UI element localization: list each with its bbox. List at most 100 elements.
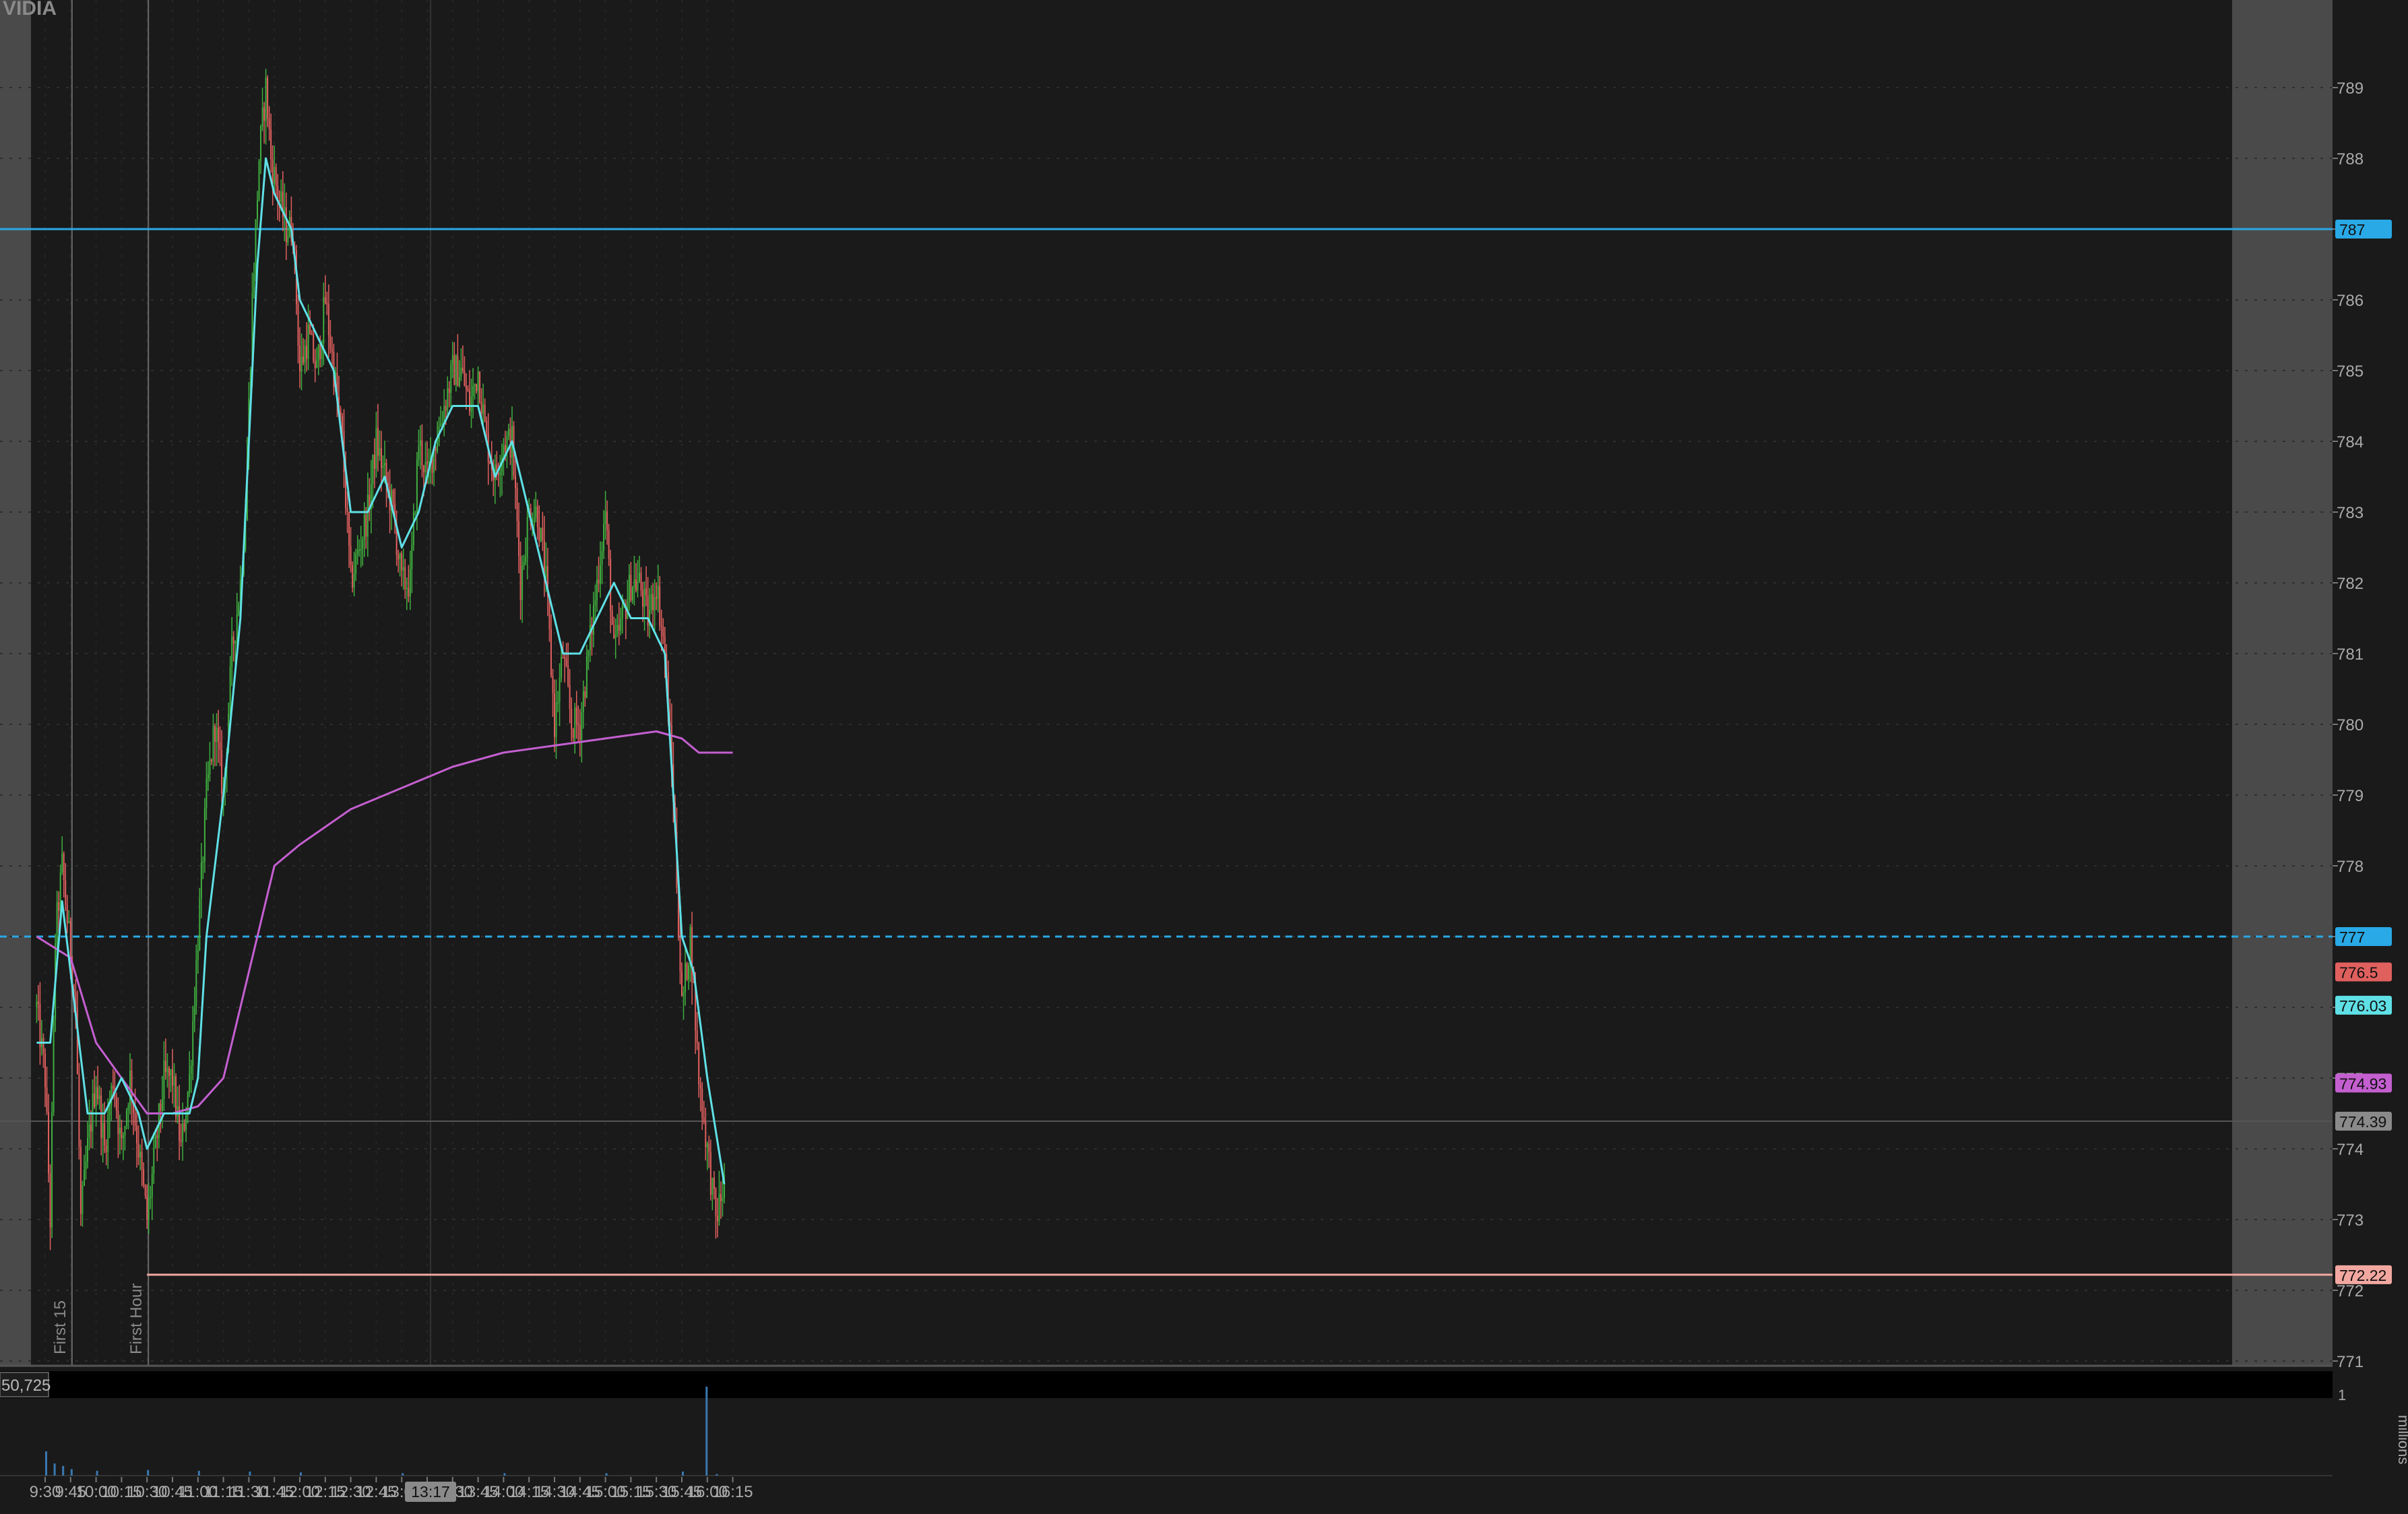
candle-body <box>546 566 548 597</box>
price-tick-label: 780 <box>2337 716 2364 734</box>
candle-body <box>97 1087 99 1099</box>
candle-body <box>122 1135 124 1139</box>
volume-bar <box>682 1472 684 1476</box>
candle-body <box>708 1143 710 1153</box>
candle-body <box>136 1125 138 1144</box>
vwap-line <box>36 730 733 1114</box>
volume-bar <box>96 1470 98 1476</box>
candle-body <box>470 396 472 412</box>
candle-body <box>596 579 598 601</box>
candle-body <box>239 579 241 606</box>
candle-body <box>193 1007 195 1022</box>
candle-body <box>419 440 421 446</box>
candle-body <box>484 404 486 421</box>
candle-body <box>166 1068 168 1073</box>
candle-body <box>71 963 73 990</box>
candle-body <box>125 1110 127 1127</box>
candle-body <box>65 880 67 905</box>
price-tags: 787 777 776.5 776.03 774.93 774.39 772.22 <box>2335 220 2392 1284</box>
candle-body <box>695 982 697 1031</box>
candle-body <box>348 511 350 546</box>
candle-body <box>722 1198 724 1201</box>
candle-body <box>175 1076 177 1117</box>
candle-body <box>180 1141 182 1143</box>
candle-body <box>277 185 279 201</box>
candle-body <box>183 1123 185 1131</box>
candle-body <box>245 519 247 550</box>
candle-body <box>268 118 270 130</box>
volume-bar <box>53 1463 56 1476</box>
candle-body <box>618 625 620 631</box>
candle-body <box>185 1115 187 1131</box>
candle-body <box>450 364 452 393</box>
candle-body <box>172 1069 173 1086</box>
candle-body <box>127 1105 129 1110</box>
candle-body <box>209 759 211 775</box>
candle-body <box>554 693 555 737</box>
candle-body <box>336 372 338 397</box>
time-tick-label: 10:00 <box>76 1483 117 1501</box>
candle-body <box>660 625 662 627</box>
candle-body <box>82 1185 84 1214</box>
candle-body <box>611 610 613 625</box>
candle-body <box>90 1124 92 1132</box>
candle-body <box>363 514 365 540</box>
candle-body <box>255 219 257 275</box>
candle-body <box>137 1143 139 1158</box>
candle-body <box>384 462 385 466</box>
candle-body <box>87 1138 88 1162</box>
candle-body <box>253 274 255 293</box>
time-tick-label: 12:15 <box>305 1483 346 1501</box>
candles <box>36 69 725 1251</box>
candle-body <box>100 1096 102 1138</box>
time-tick-label: 15:00 <box>585 1483 626 1501</box>
candle-body <box>683 992 685 997</box>
candle-body <box>635 579 637 591</box>
candle-body <box>353 573 355 588</box>
candle-body <box>469 391 470 412</box>
candle-body <box>146 1195 148 1220</box>
candle-body <box>144 1185 146 1196</box>
candle-body <box>588 650 590 656</box>
candle-body <box>267 77 269 119</box>
candle-body <box>307 324 309 359</box>
candle-body <box>56 902 58 943</box>
candle-body <box>139 1152 141 1158</box>
candle-body <box>329 335 331 349</box>
candle-body <box>311 334 313 336</box>
candle-body <box>73 989 75 993</box>
candle-body <box>229 666 231 714</box>
candle-body <box>331 348 333 352</box>
candle-body <box>119 1127 121 1135</box>
volume-bar <box>402 1473 404 1476</box>
candle-body <box>110 1085 113 1107</box>
candle-body <box>555 702 557 737</box>
candle-body <box>387 482 389 486</box>
candle-body <box>716 1216 718 1222</box>
time-tick-label: 15:45 <box>662 1483 702 1501</box>
price-tick-label: 772 <box>2337 1282 2364 1300</box>
candle-body <box>689 926 691 966</box>
candle-body <box>280 191 282 201</box>
candle-body <box>316 360 318 369</box>
price-tick-label: 779 <box>2337 787 2364 805</box>
candle-body <box>585 656 588 698</box>
candle-body <box>37 1001 39 1004</box>
time-tick-label: 16:00 <box>687 1483 728 1501</box>
time-axis: 9:309:4510:0010:1510:3010:4511:0011:1511… <box>0 1477 2408 1511</box>
candle-body <box>182 1123 184 1142</box>
candle-body <box>112 1085 114 1089</box>
candle-body <box>447 388 449 411</box>
volume-readout: 50,725 <box>1 1377 51 1395</box>
candle-body <box>372 454 374 484</box>
candle-body <box>358 549 360 551</box>
candle-body <box>535 506 537 518</box>
candle-body <box>314 360 316 369</box>
volume-readout-box <box>0 1372 49 1397</box>
candle-body <box>564 657 566 659</box>
candle-body <box>718 1194 720 1222</box>
candle-body <box>377 427 379 456</box>
candle-body <box>458 377 460 387</box>
candle-body <box>406 588 408 590</box>
